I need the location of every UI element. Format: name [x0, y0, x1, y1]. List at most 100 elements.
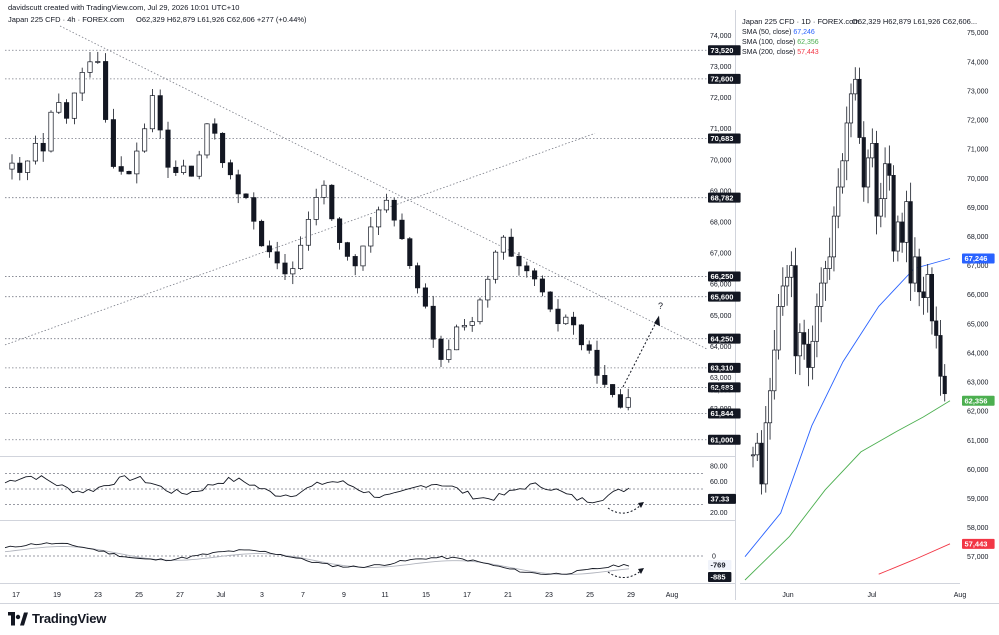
macd-line [4, 542, 630, 575]
candle-body [110, 119, 116, 167]
price-axis-tick: 66,000 [710, 282, 732, 289]
daily-candle-body [789, 265, 794, 278]
right-chart-title: Japan 225 CFD · 1D · FOREX.com [742, 17, 860, 26]
candle-body [539, 278, 545, 293]
rsi-line [4, 475, 630, 504]
candle-body [446, 349, 452, 360]
time-axis-tick: 23 [94, 592, 102, 599]
left-chart-title: Japan 225 CFD · 4h · FOREX.com [8, 15, 125, 24]
candle-body [610, 384, 616, 395]
sma-value-1-tag [962, 395, 995, 406]
daily-price-tick: 68,000 [967, 234, 989, 241]
time-axis-tick: 25 [586, 592, 594, 599]
price-axis-tick: 71,000 [710, 126, 732, 133]
candle-body [212, 123, 218, 134]
daily-candle-body [763, 422, 768, 485]
candle-body [165, 129, 171, 168]
candle-body [422, 287, 428, 307]
time-axis-tick: 21 [504, 592, 512, 599]
rsi-last-value-tag [708, 493, 736, 504]
candle-body [204, 123, 210, 156]
daily-candle-body [895, 221, 900, 252]
daily-price-tick: 64,000 [967, 350, 989, 357]
daily-price-tick: 71,000 [967, 147, 989, 154]
daily-candle-body [874, 143, 879, 217]
daily-candle-body [785, 276, 790, 287]
sma-legend-1: SMA (100, close) 62,356 [742, 39, 819, 46]
candle-body [71, 92, 77, 119]
ascending-trendline [4, 132, 596, 346]
last-price-tick: 62,606 [710, 387, 732, 394]
macd-arrowhead [638, 568, 644, 574]
price-axis-tick: 65,000 [710, 313, 732, 320]
daily-candle-body [802, 332, 807, 345]
daily-candle-body [750, 454, 756, 457]
creator-caption: davidscutt created with TradingView.com,… [8, 3, 240, 12]
candle-body [196, 154, 202, 177]
daily-candle-body [929, 273, 935, 322]
daily-candle-body [823, 268, 828, 284]
daily-candle-body [776, 306, 781, 351]
level-label-tag [708, 434, 741, 445]
macd-value: -885 [711, 573, 726, 582]
candle-body [477, 299, 483, 323]
level-label-tag [708, 382, 741, 393]
candle-body [48, 111, 54, 152]
time-axis-tick: 19 [53, 592, 61, 599]
question-mark: ? [658, 301, 663, 311]
time-axis-tick: 17 [12, 592, 20, 599]
candle-body [461, 324, 467, 328]
daily-time-tick: Aug [954, 592, 967, 599]
price-axis-tick: 74,000 [710, 33, 732, 40]
time-axis-tick: 9 [342, 592, 346, 599]
level-label: 63,310 [711, 364, 734, 373]
daily-price-tick: 73,000 [967, 88, 989, 95]
candle-body [290, 268, 296, 275]
rsi-axis-tick: 60.00 [710, 479, 728, 486]
candle-body [173, 166, 179, 173]
sma-value-2: 57,443 [965, 539, 988, 548]
candle-body [493, 251, 499, 280]
price-axis-tick: 63,000 [710, 375, 732, 382]
daily-candle-body [934, 320, 939, 336]
candle-body [352, 256, 358, 267]
daily-price-tick: 61,000 [967, 438, 989, 445]
daily-candle-body [853, 78, 858, 95]
price-axis-tick: 64,000 [710, 344, 732, 351]
daily-candle-body [912, 256, 917, 284]
level-label-tag [708, 362, 741, 373]
candle-body [438, 338, 444, 360]
daily-candle-body [767, 390, 773, 424]
candle-body [64, 102, 70, 119]
rsi-axis-tick: 80.00 [710, 463, 728, 470]
sma-legend-0: SMA (50, close) 67,246 [742, 29, 815, 36]
level-label-tag [708, 333, 741, 344]
candle-body [485, 278, 491, 301]
candle-body [617, 394, 623, 408]
daily-price-tick: 69,000 [967, 205, 989, 212]
time-axis-tick: 3 [260, 592, 264, 599]
candle-body [321, 184, 327, 198]
daily-candle-body [806, 343, 811, 368]
daily-price-tick: 72,000 [967, 118, 989, 125]
level-label: 61,844 [711, 409, 735, 418]
candle-body [9, 162, 15, 170]
candle-body [126, 171, 132, 175]
candle-body [430, 305, 436, 340]
daily-candle-body [865, 157, 871, 188]
daily-candle-body [878, 198, 883, 217]
candle-body [181, 165, 187, 173]
level-label-tag [708, 133, 741, 144]
candle-body [266, 245, 272, 253]
candle-body [415, 265, 421, 289]
time-axis-tick: Aug [666, 592, 679, 599]
daily-candle-body [814, 306, 819, 342]
daily-candle-body [827, 256, 832, 269]
candle-body [118, 166, 124, 172]
candle-body [305, 219, 311, 246]
daily-price-tick: 59,000 [967, 496, 989, 503]
candle-body [149, 95, 155, 130]
macd-signal-line [4, 546, 630, 575]
level-label: 61,000 [711, 435, 734, 444]
